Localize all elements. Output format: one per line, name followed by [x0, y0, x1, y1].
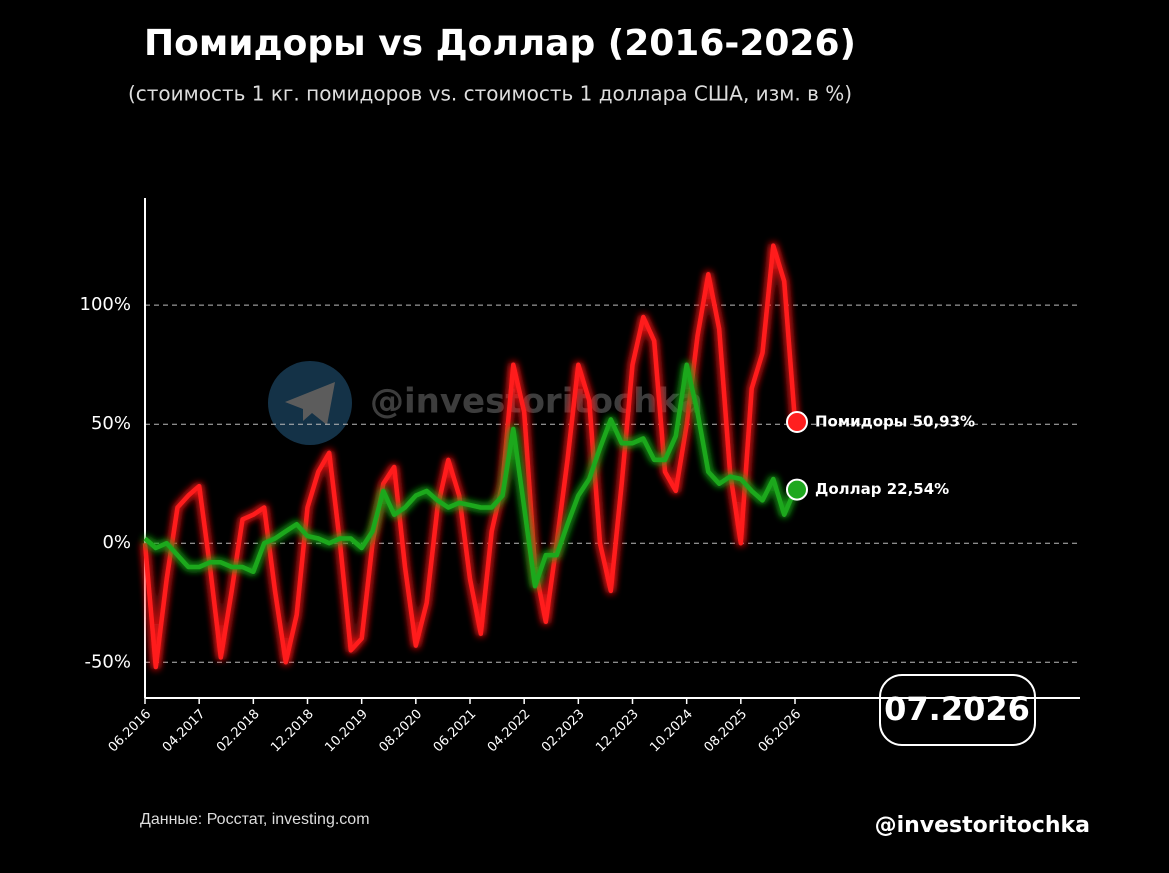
signature: @investoritochka	[875, 813, 1090, 838]
date-badge-text: 07.2026	[884, 690, 1030, 728]
x-tick-label: 12.2018	[268, 707, 317, 756]
x-tick-label: 12.2023	[593, 707, 642, 756]
telegram-plane	[285, 382, 335, 425]
x-tick-label: 06.2021	[431, 707, 480, 756]
y-tick-label: -50%	[84, 651, 131, 672]
x-tick-label: 02.2023	[539, 707, 588, 756]
x-tick-label: 06.2026	[756, 707, 805, 756]
x-tick-label: 08.2020	[377, 707, 426, 756]
y-tick-label: 50%	[91, 413, 131, 434]
y-tick-label: 100%	[80, 294, 131, 315]
x-tick-label: 04.2022	[485, 707, 534, 756]
end-marker	[786, 478, 808, 501]
watermark-group: @investoritochka	[268, 361, 703, 445]
y-tick-label: 0%	[102, 532, 131, 553]
series-line	[142, 243, 798, 670]
end-marker	[786, 410, 808, 433]
source: Данные: Росстат, investing.com	[140, 811, 370, 828]
end-label: Доллар 22,54%	[815, 480, 949, 498]
chart-title: Помидоры vs Доллар (2016-2026)	[144, 23, 856, 64]
x-tick-label: 04.2017	[160, 707, 209, 756]
x-tick-label: 08.2025	[702, 707, 751, 756]
end-label: Помидоры 50,93%	[815, 412, 975, 430]
chart-subtitle: (стоимость 1 кг. помидоров vs. стоимость…	[128, 82, 852, 106]
series-line	[143, 362, 798, 589]
x-tick-label: 10.2019	[322, 707, 371, 756]
x-tick-label: 02.2018	[214, 707, 263, 756]
x-tick-label: 06.2016	[106, 707, 155, 756]
watermark: @investoritochka	[370, 382, 703, 422]
date-badge	[879, 674, 1036, 746]
x-tick-label: 10.2024	[647, 707, 696, 756]
